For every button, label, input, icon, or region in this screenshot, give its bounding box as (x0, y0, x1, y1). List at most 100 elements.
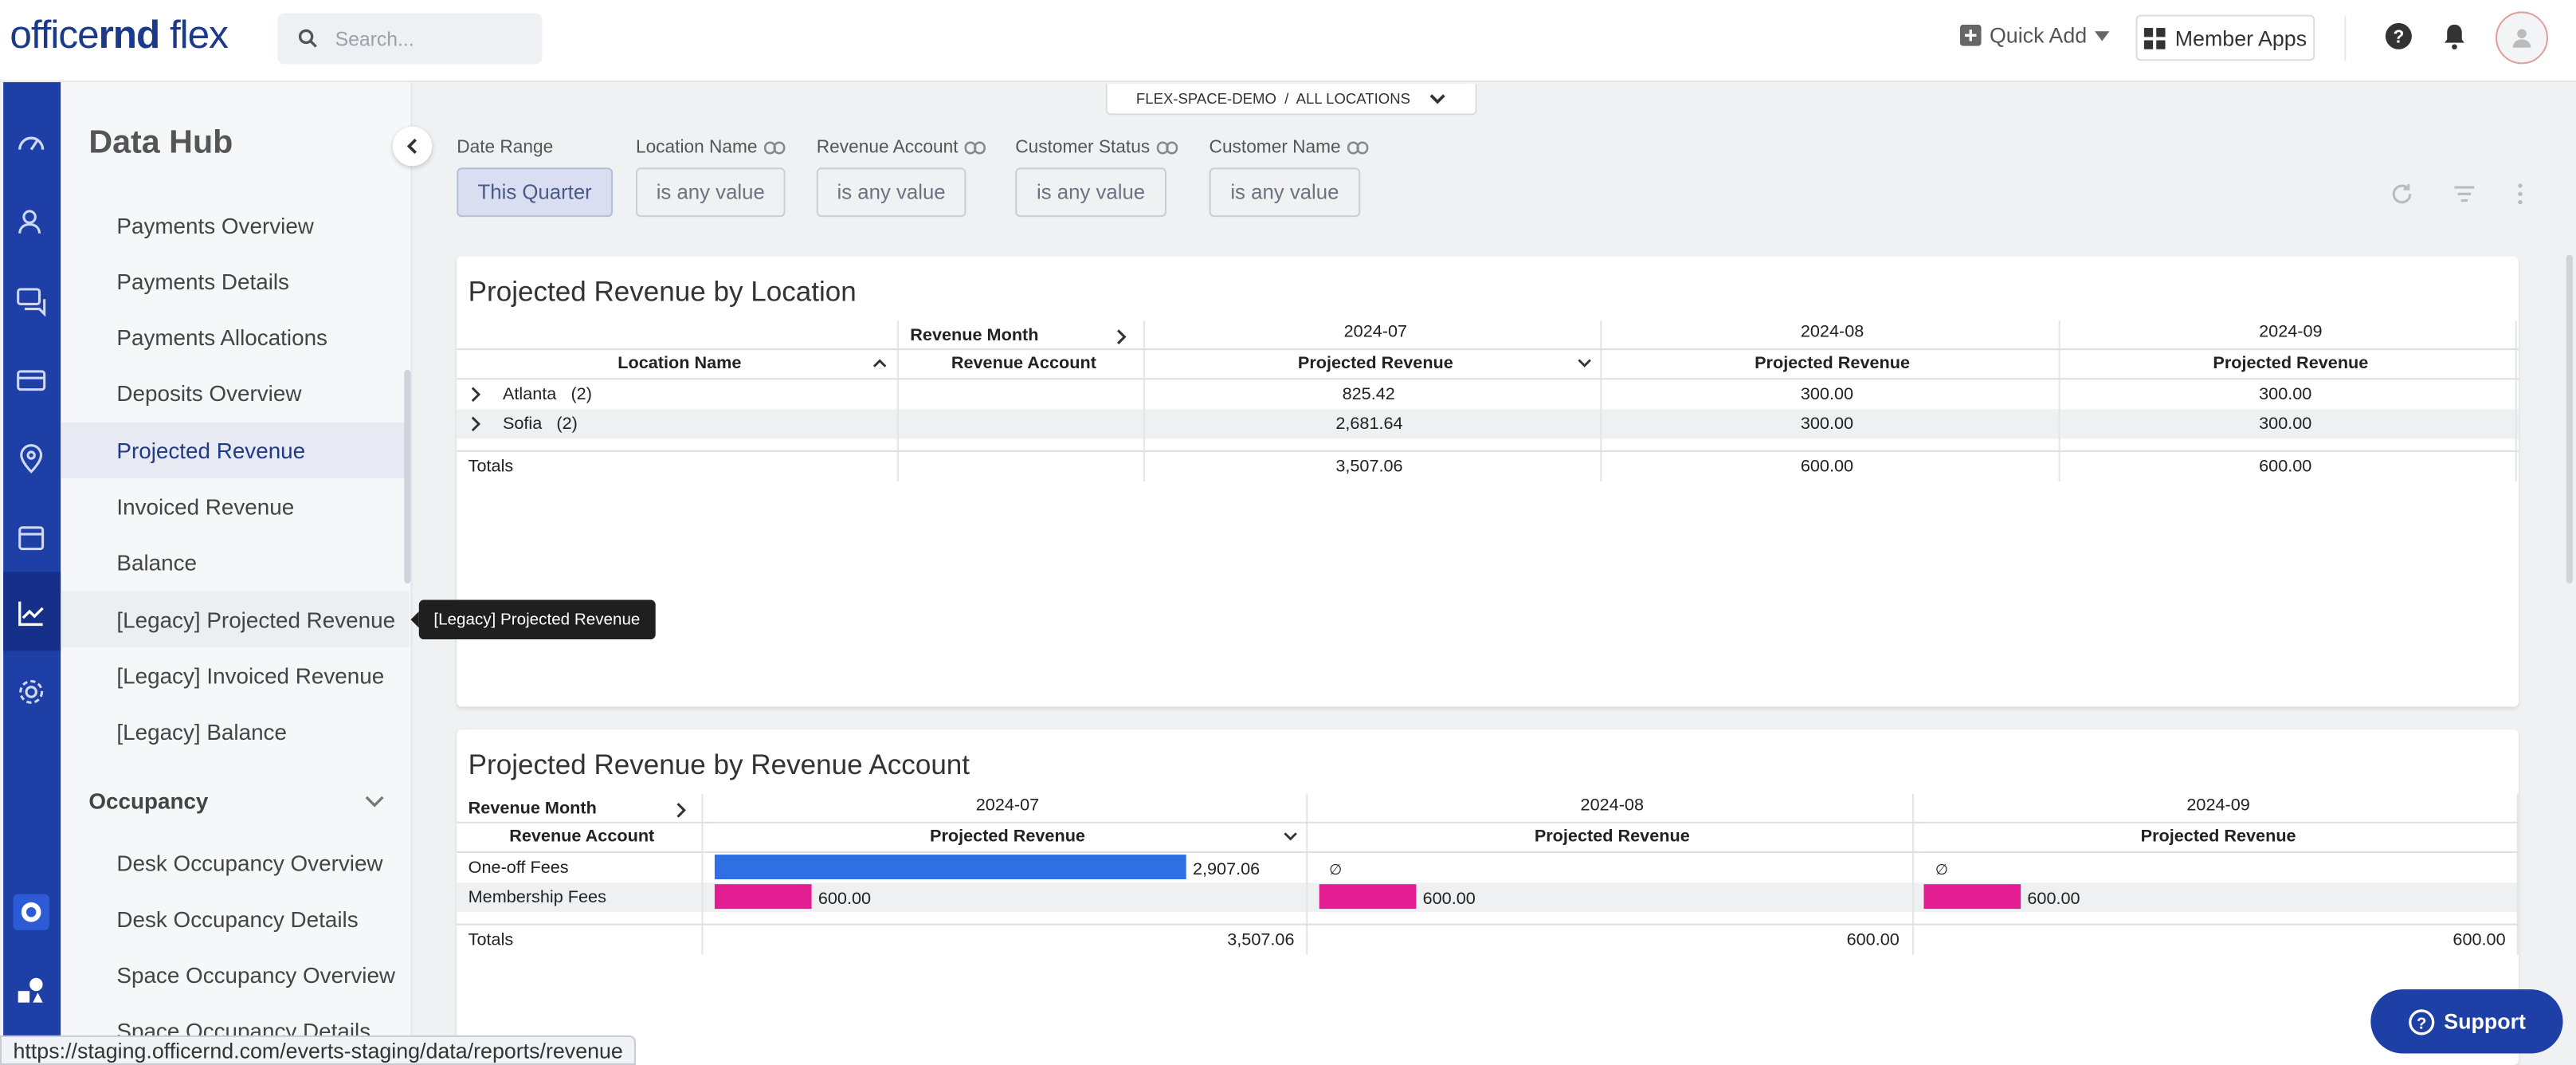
location-selector[interactable]: FLEX-SPACE-DEMO / ALL LOCATIONS (1105, 84, 1477, 116)
card-title: Projected Revenue by Location (468, 276, 857, 308)
filter-location-name[interactable]: is any value (635, 167, 786, 218)
filter-customer-name[interactable]: is any value (1209, 167, 1361, 218)
sidebar-item-projected-revenue[interactable]: Projected Revenue (61, 422, 410, 478)
row-location-name[interactable]: Atlanta (2) (502, 384, 592, 405)
main-scrollbar[interactable] (2566, 254, 2573, 584)
support-button[interactable]: ? Support (2370, 989, 2563, 1054)
sidebar-item-payments-overview[interactable]: Payments Overview (116, 212, 314, 238)
link-icon (1347, 141, 1369, 155)
sidebar-item-invoiced-revenue[interactable]: Invoiced Revenue (116, 493, 295, 519)
col-header-projected-revenue[interactable]: Projected Revenue (1297, 353, 1453, 374)
sidebar-section-occupancy[interactable]: Occupancy (88, 789, 384, 814)
shapes-icon[interactable] (13, 973, 49, 1009)
chat-icon[interactable] (13, 283, 49, 319)
settings-gear-icon[interactable] (13, 674, 49, 709)
total-value: 3,507.06 (1227, 929, 1295, 950)
bar-one-off-fees-2024-07 (714, 855, 1186, 880)
analytics-chart-icon[interactable] (13, 595, 49, 631)
section-label: Occupancy (88, 788, 209, 814)
sidebar-item-desk-occupancy-details[interactable]: Desk Occupancy Details (116, 906, 359, 931)
sidebar-item-payments-allocations[interactable]: Payments Allocations (116, 324, 327, 350)
col-header-revenue-account[interactable]: Revenue Account (509, 827, 655, 847)
sidebar-item-legacy-projected-revenue[interactable]: [Legacy] Projected Revenue (61, 591, 410, 648)
pivot-header: Revenue Month (910, 325, 1039, 345)
sidebar-item-payments-details[interactable]: Payments Details (116, 269, 289, 294)
row-divider (457, 348, 2519, 351)
refresh-icon[interactable] (2389, 181, 2415, 207)
expand-row-icon[interactable] (470, 386, 481, 403)
total-value: 3,507.06 (1335, 457, 1403, 477)
filter-revenue-account[interactable]: is any value (816, 167, 966, 218)
integrations-icon[interactable] (13, 894, 49, 930)
sidebar-item-legacy-invoiced-revenue[interactable]: [Legacy] Invoiced Revenue (116, 662, 385, 688)
row-divider (457, 821, 2519, 823)
more-vertical-icon[interactable] (2507, 181, 2533, 207)
caret-down-icon (2095, 30, 2111, 41)
filter-date-range[interactable]: This Quarter (457, 167, 614, 218)
filter-icon[interactable] (2451, 181, 2477, 207)
col-header-location-name[interactable]: Location Name (618, 353, 742, 374)
search-icon (298, 29, 317, 48)
help-icon[interactable]: ? (2384, 22, 2413, 51)
col-header-revenue-account[interactable]: Revenue Account (951, 353, 1096, 374)
dashboard-gauge-icon[interactable] (13, 125, 49, 161)
chevron-right-icon[interactable] (675, 802, 686, 819)
members-icon[interactable] (13, 204, 49, 240)
totals-label: Totals (468, 929, 514, 950)
bar-value-label: 600.00 (1422, 889, 1476, 910)
location-pin-icon[interactable] (13, 441, 49, 477)
sort-up-icon[interactable] (872, 358, 888, 367)
cell-value: 825.42 (1342, 384, 1395, 405)
row-account-name: One-off Fees (468, 858, 569, 878)
cell-value: 300.00 (2259, 384, 2312, 405)
chevron-down-icon (1430, 93, 1446, 104)
help-circle-icon: ? (2408, 1008, 2434, 1035)
link-icon (965, 141, 986, 155)
sidebar-item-space-occupancy-overview[interactable]: Space Occupancy Overview (116, 962, 396, 988)
logo[interactable]: officernd flex (10, 13, 228, 58)
col-header-projected-revenue: Projected Revenue (2213, 353, 2369, 374)
divider (2344, 16, 2347, 61)
calendar-icon[interactable] (13, 519, 49, 555)
member-apps-button[interactable]: Member Apps (2135, 14, 2315, 61)
member-apps-label: Member Apps (2174, 25, 2307, 50)
sidebar-item-desk-occupancy-overview[interactable]: Desk Occupancy Overview (116, 850, 383, 875)
card-title: Projected Revenue by Revenue Account (468, 749, 970, 781)
col-header-projected-revenue[interactable]: Projected Revenue (930, 827, 1085, 847)
quick-add-button[interactable]: Quick Add (1959, 23, 2111, 48)
card-revenue-by-account: Projected Revenue by Revenue Account Rev… (457, 729, 2519, 1065)
filter-label-date-range: Date Range (457, 138, 554, 158)
search-input[interactable]: Search... (277, 13, 543, 65)
collapse-sidebar-button[interactable] (392, 126, 433, 167)
row-location-name[interactable]: Sofia (2) (502, 414, 578, 434)
total-value: 600.00 (1846, 929, 1900, 950)
filter-label-customer-name: Customer Name (1210, 138, 1369, 158)
col-divider (2058, 320, 2060, 482)
month-header: 2024-07 (1343, 322, 1408, 342)
row-divider (457, 450, 2519, 452)
expand-row-icon[interactable] (470, 416, 481, 433)
chevron-down-icon (365, 795, 384, 807)
sidebar-scrollbar[interactable] (404, 369, 411, 584)
filter-label-revenue-account: Revenue Account (817, 138, 986, 158)
sidebar-item-deposits-overview[interactable]: Deposits Overview (116, 380, 302, 406)
pivot-header: Revenue Month (468, 798, 597, 819)
bell-icon[interactable] (2440, 22, 2469, 51)
data-hub-sidebar: Data Hub Payments Overview Payments Deta… (61, 82, 413, 1065)
col-divider (701, 793, 704, 955)
total-value: 600.00 (2452, 929, 2506, 950)
sort-down-icon[interactable] (1577, 358, 1592, 367)
month-header: 2024-09 (2259, 322, 2323, 342)
sort-down-icon[interactable] (1283, 831, 1298, 841)
sidebar-item-legacy-balance[interactable]: [Legacy] Balance (116, 718, 287, 744)
avatar[interactable] (2496, 11, 2549, 65)
bar-value-label: 600.00 (2027, 889, 2080, 910)
col-divider (2515, 320, 2517, 482)
chevron-right-icon[interactable] (1115, 328, 1127, 345)
filter-customer-status[interactable]: is any value (1015, 167, 1166, 218)
col-divider (1306, 793, 1308, 955)
row-divider (457, 851, 2519, 854)
sidebar-item-balance[interactable]: Balance (116, 549, 198, 575)
billing-card-icon[interactable] (13, 362, 49, 398)
